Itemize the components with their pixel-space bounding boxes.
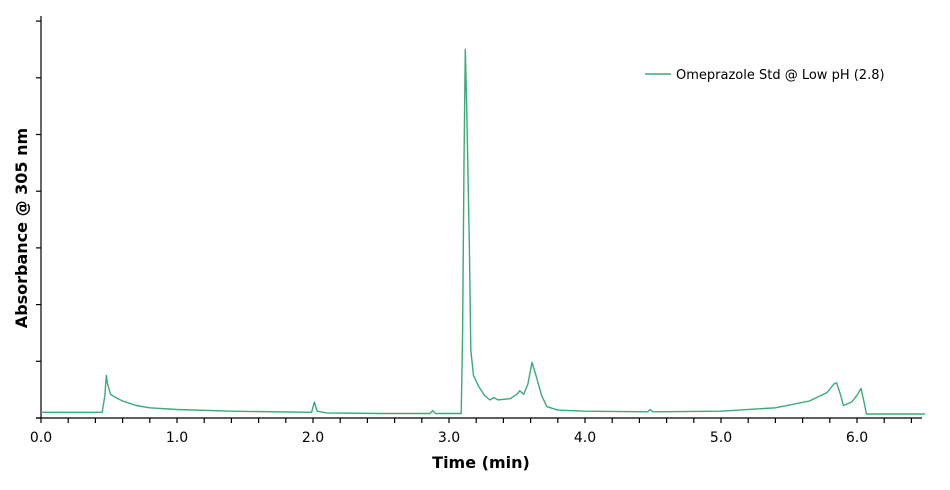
legend-label: Omeprazole Std @ Low pH (2.8) xyxy=(676,68,885,83)
x-tick-label: 5.0 xyxy=(710,430,732,446)
series-line-omeprazole xyxy=(41,48,925,415)
y-axis xyxy=(36,16,42,419)
x-tick-label: 3.0 xyxy=(438,430,460,446)
x-tick-label: 4.0 xyxy=(574,430,596,446)
x-tick-label: 1.0 xyxy=(166,430,188,446)
x-axis: 0.0 1.0 2.0 3.0 4.0 5.0 6.0 xyxy=(30,417,922,446)
y-axis-title: Absorbance @ 305 nm xyxy=(12,128,31,328)
x-axis-title: Time (min) xyxy=(432,453,530,472)
legend: Omeprazole Std @ Low pH (2.8) xyxy=(645,68,885,83)
x-tick-label: 0.0 xyxy=(30,430,52,446)
x-tick-label: 2.0 xyxy=(302,430,324,446)
x-tick-label: 6.0 xyxy=(846,430,868,446)
